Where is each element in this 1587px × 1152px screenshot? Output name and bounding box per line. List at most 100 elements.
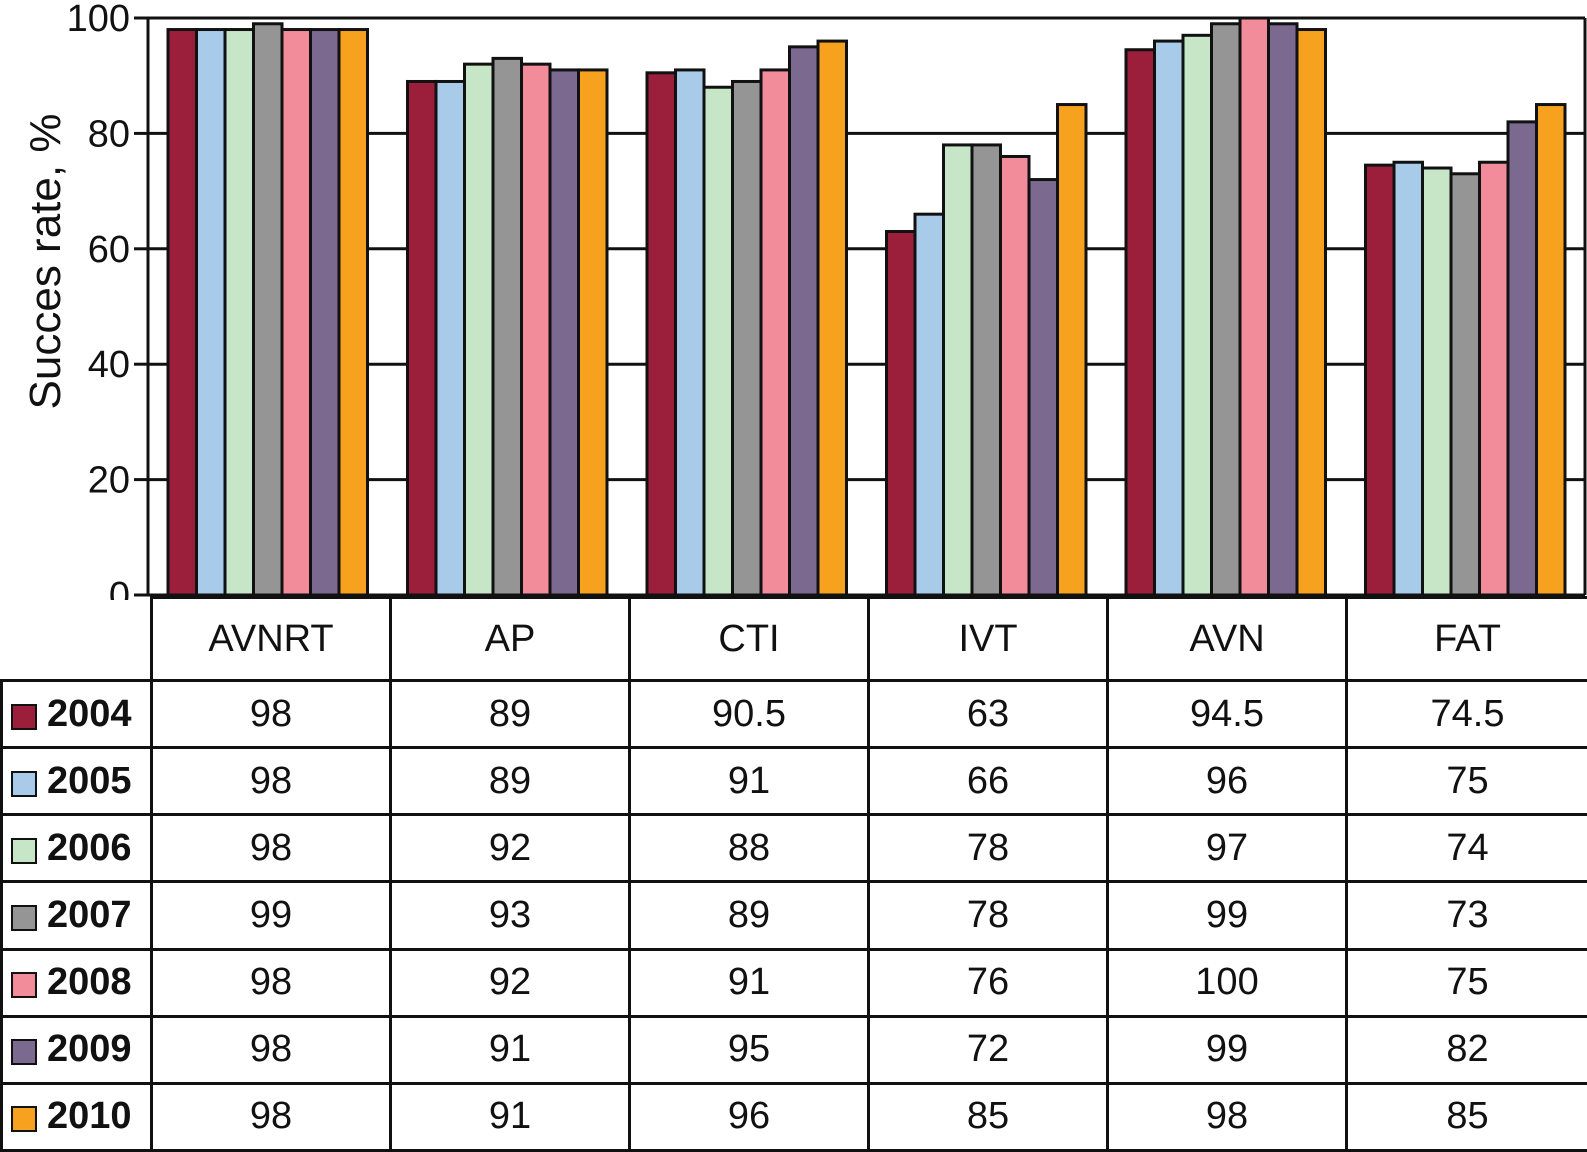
bar-2008-CTI	[759, 68, 791, 597]
data-label: 75	[1345, 746, 1587, 817]
bar-2007-IVT	[970, 143, 1002, 597]
legend-entry: 2007	[0, 880, 153, 951]
legend-swatch	[11, 1106, 37, 1133]
data-label: 98	[150, 813, 392, 884]
bar-2008-AVN	[1238, 16, 1270, 597]
bar-2010-AP	[577, 68, 609, 597]
legend-label: 2009	[47, 1028, 132, 1071]
legend-swatch	[11, 972, 37, 999]
legend-label: 2006	[47, 826, 132, 869]
bar-2009-IVT	[1027, 178, 1059, 597]
data-label: 98	[150, 746, 392, 817]
table-row: 2010 98 91 96 85 98 85	[0, 1081, 1587, 1152]
data-label: 78	[867, 813, 1109, 884]
data-label: 89	[389, 746, 631, 817]
x-tick-label: IVT	[867, 596, 1109, 682]
data-label: 76	[867, 947, 1109, 1018]
data-label: 98	[150, 678, 392, 750]
legend-entry: 2010	[0, 1081, 153, 1152]
legend-label: 2008	[47, 961, 132, 1004]
bar-2009-AVNRT	[309, 28, 341, 597]
bar-2006-AVNRT	[223, 28, 255, 597]
bar-2006-FAT	[1421, 166, 1453, 597]
x-tick-label: CTI	[628, 596, 870, 682]
bar-2005-IVT	[913, 212, 945, 597]
bar-2004-CTI	[645, 71, 677, 597]
data-label: 72	[867, 1014, 1109, 1085]
table-row: 2005 98 89 91 66 96 75	[0, 746, 1587, 817]
data-label: 92	[389, 813, 631, 884]
table-header-row: AVNRT AP CTI IVT AVN FAT	[1, 596, 1587, 682]
data-label: 96	[1106, 746, 1348, 817]
data-label: 74	[1345, 813, 1587, 884]
data-label: 82	[1345, 1014, 1587, 1085]
bar-2008-AVNRT	[280, 28, 312, 597]
data-label: 63	[867, 678, 1109, 750]
data-label: 99	[1106, 1014, 1348, 1085]
bar-2005-AVN	[1153, 39, 1185, 597]
table-corner	[1, 597, 153, 682]
data-label: 94.5	[1106, 678, 1348, 750]
legend-entry: 2006	[0, 813, 153, 884]
bar-2006-AVN	[1181, 33, 1213, 597]
bar-2008-FAT	[1478, 160, 1510, 597]
data-label: 98	[1106, 1081, 1348, 1152]
x-tick-label: AP	[389, 596, 631, 682]
bar-2010-FAT	[1535, 103, 1567, 597]
data-label: 96	[628, 1081, 870, 1152]
data-label: 91	[389, 1014, 631, 1085]
bar-2005-AP	[434, 79, 466, 597]
bar-2007-AVNRT	[252, 22, 284, 597]
bar-2005-CTI	[674, 68, 706, 597]
data-label: 85	[1345, 1081, 1587, 1152]
data-label: 85	[867, 1081, 1109, 1152]
bar-2010-IVT	[1056, 103, 1088, 597]
y-tick-label: 40	[88, 344, 130, 386]
table-row: 2004 98 89 90.5 63 94.5 74.5	[0, 678, 1587, 750]
bar-2007-AVN	[1210, 22, 1242, 597]
bar-2009-CTI	[788, 45, 820, 597]
data-label: 95	[628, 1014, 870, 1085]
bar-2006-AP	[463, 62, 495, 597]
legend-swatch	[11, 770, 37, 797]
table-row: 2007 99 93 89 78 99 73	[0, 880, 1587, 951]
bar-2006-IVT	[942, 143, 974, 597]
bar-2008-IVT	[999, 154, 1031, 597]
data-label: 66	[867, 746, 1109, 817]
bar-2008-AP	[520, 62, 552, 597]
bar-2007-AP	[491, 56, 523, 597]
bar-2005-AVNRT	[195, 28, 227, 597]
bar-2004-AVNRT	[166, 28, 198, 597]
data-label: 74.5	[1345, 678, 1587, 750]
x-tick-label: FAT	[1345, 596, 1587, 682]
legend-swatch	[11, 703, 37, 730]
bar-2007-FAT	[1449, 172, 1481, 597]
bar-2009-FAT	[1506, 120, 1538, 597]
bar-2004-FAT	[1364, 163, 1396, 597]
bar-2004-AVN	[1124, 48, 1156, 597]
legend-label: 2005	[47, 759, 132, 802]
bar-2009-AP	[548, 68, 580, 597]
bar-2004-AP	[406, 79, 438, 597]
legend-label: 2010	[47, 1095, 132, 1138]
bar-2004-IVT	[885, 229, 917, 597]
bar-2009-AVN	[1267, 22, 1299, 597]
data-label: 73	[1345, 880, 1587, 951]
table-row: 2009 98 91 95 72 99 82	[0, 1014, 1587, 1085]
legend-swatch	[11, 837, 37, 864]
data-label: 75	[1345, 947, 1587, 1018]
legend-entry: 2008	[0, 947, 153, 1018]
legend-label: 2007	[47, 893, 132, 936]
bar-2005-FAT	[1392, 160, 1424, 597]
legend-swatch	[11, 1039, 37, 1066]
legend-entry: 2004	[0, 678, 153, 750]
data-label: 90.5	[628, 678, 870, 750]
y-axis-title: Succes rate, %	[21, 114, 70, 410]
data-label: 97	[1106, 813, 1348, 884]
y-tick-label: 100	[67, 0, 130, 40]
data-label: 92	[389, 947, 631, 1018]
data-label: 98	[150, 947, 392, 1018]
data-label: 93	[389, 880, 631, 951]
data-label: 91	[628, 746, 870, 817]
x-tick-label: AVN	[1106, 596, 1348, 682]
